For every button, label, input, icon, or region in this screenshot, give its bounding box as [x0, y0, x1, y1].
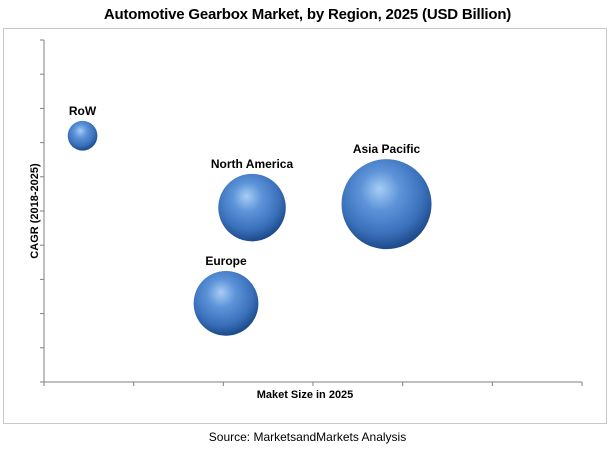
bubble-label-asia-pacific: Asia Pacific [353, 142, 421, 156]
source-note: Source: MarketsandMarkets Analysis [208, 430, 407, 444]
bubble-europe [193, 270, 259, 336]
bubble-label-north-america: North America [211, 157, 294, 171]
x-axis-label: Maket Size in 2025 [257, 389, 354, 401]
chart-title: Automotive Gearbox Market, by Region, 20… [103, 6, 512, 23]
bubble-asia-pacific [341, 159, 432, 250]
axis-ticks [40, 39, 583, 386]
bubble-north-america [218, 173, 286, 242]
chart-frame [3, 28, 607, 424]
bubble-label-europe: Europe [205, 254, 247, 268]
bubble-row [67, 120, 98, 151]
y-axis-label: CAGR (2018-2025) [29, 163, 41, 259]
bubbles-group: RoW North America Europe Asia Pacific [67, 104, 432, 336]
bubble-label-row: RoW [69, 104, 97, 118]
